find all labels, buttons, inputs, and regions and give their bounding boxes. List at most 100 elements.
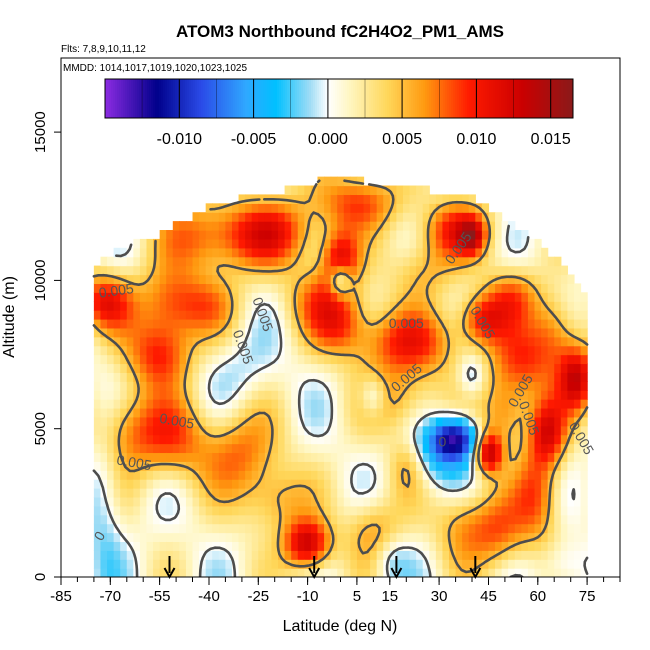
heatmap-cell — [133, 354, 141, 365]
heatmap-cell — [192, 221, 200, 231]
heatmap-cell — [199, 212, 207, 222]
heatmap-cell — [422, 399, 430, 409]
heatmap-cell — [251, 301, 259, 311]
heatmap-cell — [409, 230, 417, 240]
colorbar-segment — [547, 79, 550, 118]
heatmap-cell — [534, 559, 542, 569]
heatmap-cell — [225, 327, 233, 338]
heatmap-cell — [231, 452, 240, 462]
heatmap-cell — [442, 292, 450, 302]
heatmap-cell — [435, 532, 444, 543]
heatmap-cell — [133, 381, 141, 391]
heatmap-cell — [350, 505, 358, 516]
colorbar-tick-label: 0.005 — [382, 131, 422, 148]
heatmap-cell — [324, 399, 332, 409]
heatmap-cell — [383, 256, 391, 267]
heatmap-cell — [245, 425, 253, 436]
heatmap-cell — [107, 336, 115, 347]
heatmap-cell — [159, 354, 167, 365]
heatmap-cell — [153, 390, 161, 400]
heatmap-cell — [547, 541, 555, 551]
heatmap-cell — [416, 488, 424, 498]
heatmap-cell — [192, 310, 200, 320]
heatmap-cell — [126, 443, 134, 454]
heatmap-cell — [258, 390, 266, 400]
heatmap-cell — [495, 488, 503, 498]
heatmap-cell — [133, 523, 141, 534]
heatmap-cell — [126, 274, 134, 284]
heatmap-cell — [337, 452, 345, 462]
heatmap-cell — [468, 425, 476, 436]
heatmap-cell — [416, 568, 424, 577]
heatmap-cell — [278, 247, 286, 258]
heatmap-cell — [126, 292, 134, 302]
heatmap-cell — [310, 292, 319, 302]
heatmap-cell — [185, 247, 194, 258]
heatmap-cell — [383, 390, 391, 400]
heatmap-cell — [560, 452, 568, 462]
heatmap-cell — [330, 301, 338, 311]
heatmap-cell — [113, 568, 121, 577]
heatmap-cell — [159, 452, 167, 462]
heatmap-cell — [93, 550, 102, 560]
heatmap-cell — [225, 310, 233, 320]
heatmap-cell — [468, 532, 476, 543]
heatmap-cell — [534, 505, 542, 516]
heatmap-cell — [324, 372, 332, 382]
heatmap-cell — [435, 434, 444, 445]
heatmap-cell — [113, 372, 121, 382]
heatmap-cell — [245, 550, 253, 560]
heatmap-cell — [573, 541, 582, 551]
heatmap-cell — [284, 345, 292, 356]
heatmap-cell — [337, 416, 345, 427]
heatmap-cell — [402, 532, 411, 543]
heatmap-cell — [212, 345, 220, 356]
heatmap-cell — [172, 541, 180, 551]
heatmap-cell — [560, 559, 568, 569]
heatmap-cell — [481, 461, 490, 471]
heatmap-cell — [291, 194, 299, 204]
heatmap-cell — [126, 568, 134, 577]
heatmap-cell — [389, 479, 397, 489]
heatmap-cell — [317, 283, 325, 293]
heatmap-cell — [291, 185, 299, 196]
heatmap-cell — [126, 247, 134, 258]
heatmap-cell — [560, 390, 568, 400]
heatmap-cell — [231, 488, 240, 498]
heatmap-cell — [429, 238, 437, 249]
heatmap-cell — [514, 301, 522, 311]
colorbar-segment — [487, 79, 490, 118]
heatmap-cell — [389, 514, 397, 525]
heatmap-cell — [153, 425, 161, 436]
heatmap-cell — [462, 318, 470, 329]
heatmap-cell — [153, 461, 161, 471]
heatmap-cell — [442, 461, 450, 471]
heatmap-cell — [185, 336, 194, 347]
heatmap-cell — [580, 292, 588, 302]
heatmap-cell — [541, 559, 549, 569]
heatmap-cell — [495, 354, 503, 365]
heatmap-cell — [376, 354, 384, 365]
heatmap-cell — [153, 523, 161, 534]
heatmap-cell — [225, 416, 233, 427]
heatmap-cell — [363, 550, 371, 560]
heatmap-cell — [449, 318, 457, 329]
heatmap-cell — [310, 212, 319, 222]
heatmap-cell — [481, 505, 490, 516]
heatmap-cell — [409, 452, 417, 462]
heatmap-cell — [238, 212, 246, 222]
heatmap-cell — [416, 221, 424, 231]
heatmap-cell — [409, 372, 417, 382]
heatmap-cell — [508, 550, 516, 560]
heatmap-cell — [396, 310, 404, 320]
heatmap-cell — [343, 407, 351, 418]
heatmap-cell — [442, 390, 450, 400]
chart-title: ATOM3 Northbound fC2H4O2_PM1_AMS — [176, 22, 504, 41]
heatmap-cell — [508, 559, 516, 569]
heatmap-cell — [251, 221, 259, 231]
heatmap-cell — [402, 470, 411, 480]
colorbar-segment — [413, 79, 416, 118]
heatmap-cell — [501, 265, 509, 276]
colorbar-segment — [219, 79, 222, 118]
heatmap-cell — [258, 212, 266, 222]
